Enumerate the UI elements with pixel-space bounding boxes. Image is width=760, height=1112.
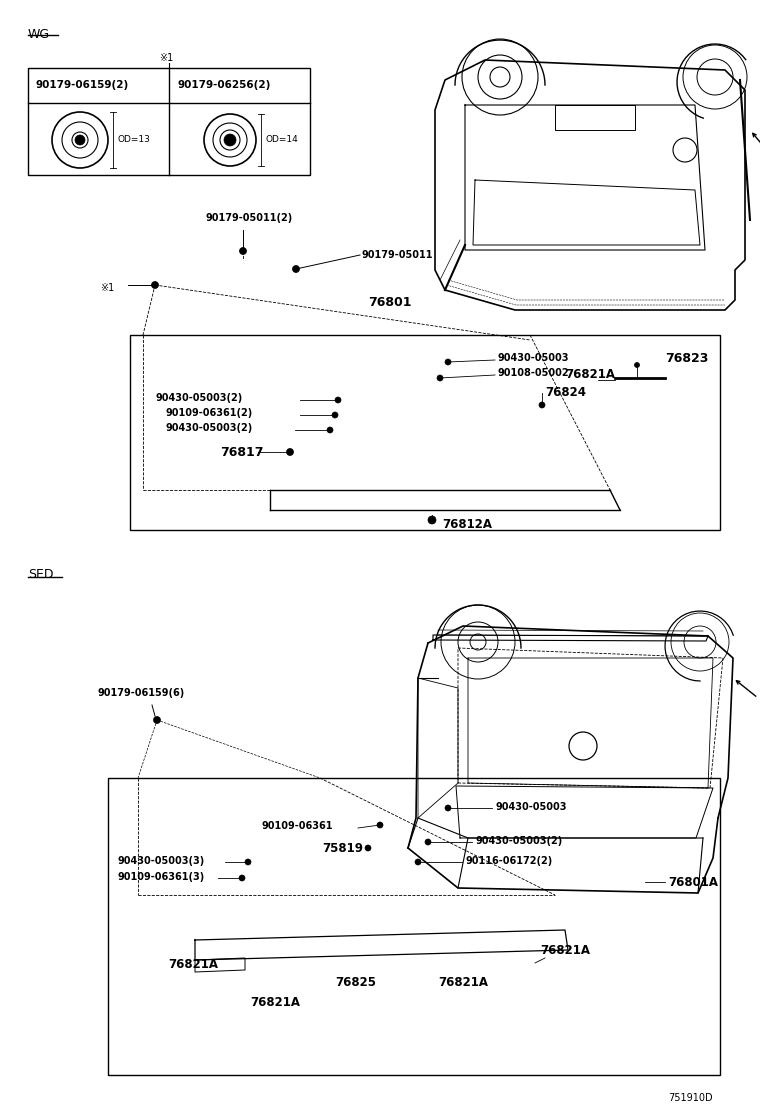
- Text: 76801A: 76801A: [668, 875, 718, 888]
- Text: 90179-06159(2): 90179-06159(2): [36, 80, 129, 90]
- Circle shape: [287, 448, 293, 456]
- Text: 90179-05011: 90179-05011: [362, 250, 433, 260]
- Circle shape: [151, 281, 159, 288]
- Text: 90430-05003: 90430-05003: [495, 802, 566, 812]
- Circle shape: [428, 516, 436, 524]
- Text: 76821A: 76821A: [168, 959, 218, 972]
- Circle shape: [437, 375, 443, 381]
- Bar: [28, 68, 310, 175]
- Text: 76821A: 76821A: [438, 975, 488, 989]
- Text: 90430-05003: 90430-05003: [497, 353, 568, 363]
- Circle shape: [154, 716, 160, 724]
- Text: 90179-06159(6): 90179-06159(6): [98, 688, 185, 698]
- Text: WG: WG: [28, 28, 50, 41]
- Text: 90109-06361: 90109-06361: [262, 821, 334, 831]
- Circle shape: [635, 363, 639, 367]
- Text: 76825: 76825: [335, 975, 376, 989]
- Bar: [130, 335, 720, 530]
- Polygon shape: [195, 959, 245, 972]
- Circle shape: [445, 805, 451, 811]
- Bar: [108, 778, 720, 1075]
- Text: 90430-05003(2): 90430-05003(2): [165, 423, 252, 433]
- Circle shape: [445, 359, 451, 365]
- Text: OD=13: OD=13: [118, 136, 151, 145]
- Text: 76817: 76817: [220, 446, 264, 458]
- Text: 76821A: 76821A: [565, 368, 615, 381]
- Text: 90430-05003(2): 90430-05003(2): [475, 836, 562, 846]
- Circle shape: [335, 397, 341, 403]
- Circle shape: [332, 413, 338, 418]
- Text: 90116-06172(2): 90116-06172(2): [465, 856, 553, 866]
- Circle shape: [539, 403, 545, 408]
- Text: 751910D: 751910D: [668, 1093, 713, 1103]
- Circle shape: [245, 858, 251, 865]
- Text: 75819: 75819: [322, 842, 363, 854]
- Text: 90108-05002: 90108-05002: [497, 368, 568, 378]
- Circle shape: [425, 838, 431, 845]
- Text: ※1: ※1: [100, 282, 114, 292]
- Text: 90179-06256(2): 90179-06256(2): [177, 80, 271, 90]
- Text: 90430-05003(2): 90430-05003(2): [155, 393, 242, 403]
- Text: 90179-05011(2): 90179-05011(2): [205, 214, 293, 224]
- Text: 76824: 76824: [545, 387, 586, 399]
- Circle shape: [293, 266, 299, 272]
- Circle shape: [239, 248, 246, 255]
- Circle shape: [377, 822, 383, 828]
- Text: 76823: 76823: [665, 351, 708, 365]
- Text: 90109-06361(3): 90109-06361(3): [118, 872, 205, 882]
- Polygon shape: [195, 930, 568, 960]
- Circle shape: [75, 135, 85, 145]
- Text: 76812A: 76812A: [442, 518, 492, 532]
- Text: 76821A: 76821A: [540, 943, 590, 956]
- Circle shape: [327, 427, 333, 433]
- Text: ※1: ※1: [159, 53, 173, 63]
- Circle shape: [224, 135, 236, 146]
- Circle shape: [415, 858, 421, 865]
- Text: SED: SED: [28, 568, 53, 580]
- Text: 76821A: 76821A: [250, 995, 300, 1009]
- Text: OD=14: OD=14: [266, 136, 299, 145]
- Circle shape: [365, 845, 371, 851]
- Circle shape: [239, 875, 245, 881]
- Text: 90109-06361(2): 90109-06361(2): [165, 408, 252, 418]
- Text: 76801: 76801: [368, 296, 411, 308]
- Text: 90430-05003(3): 90430-05003(3): [118, 856, 205, 866]
